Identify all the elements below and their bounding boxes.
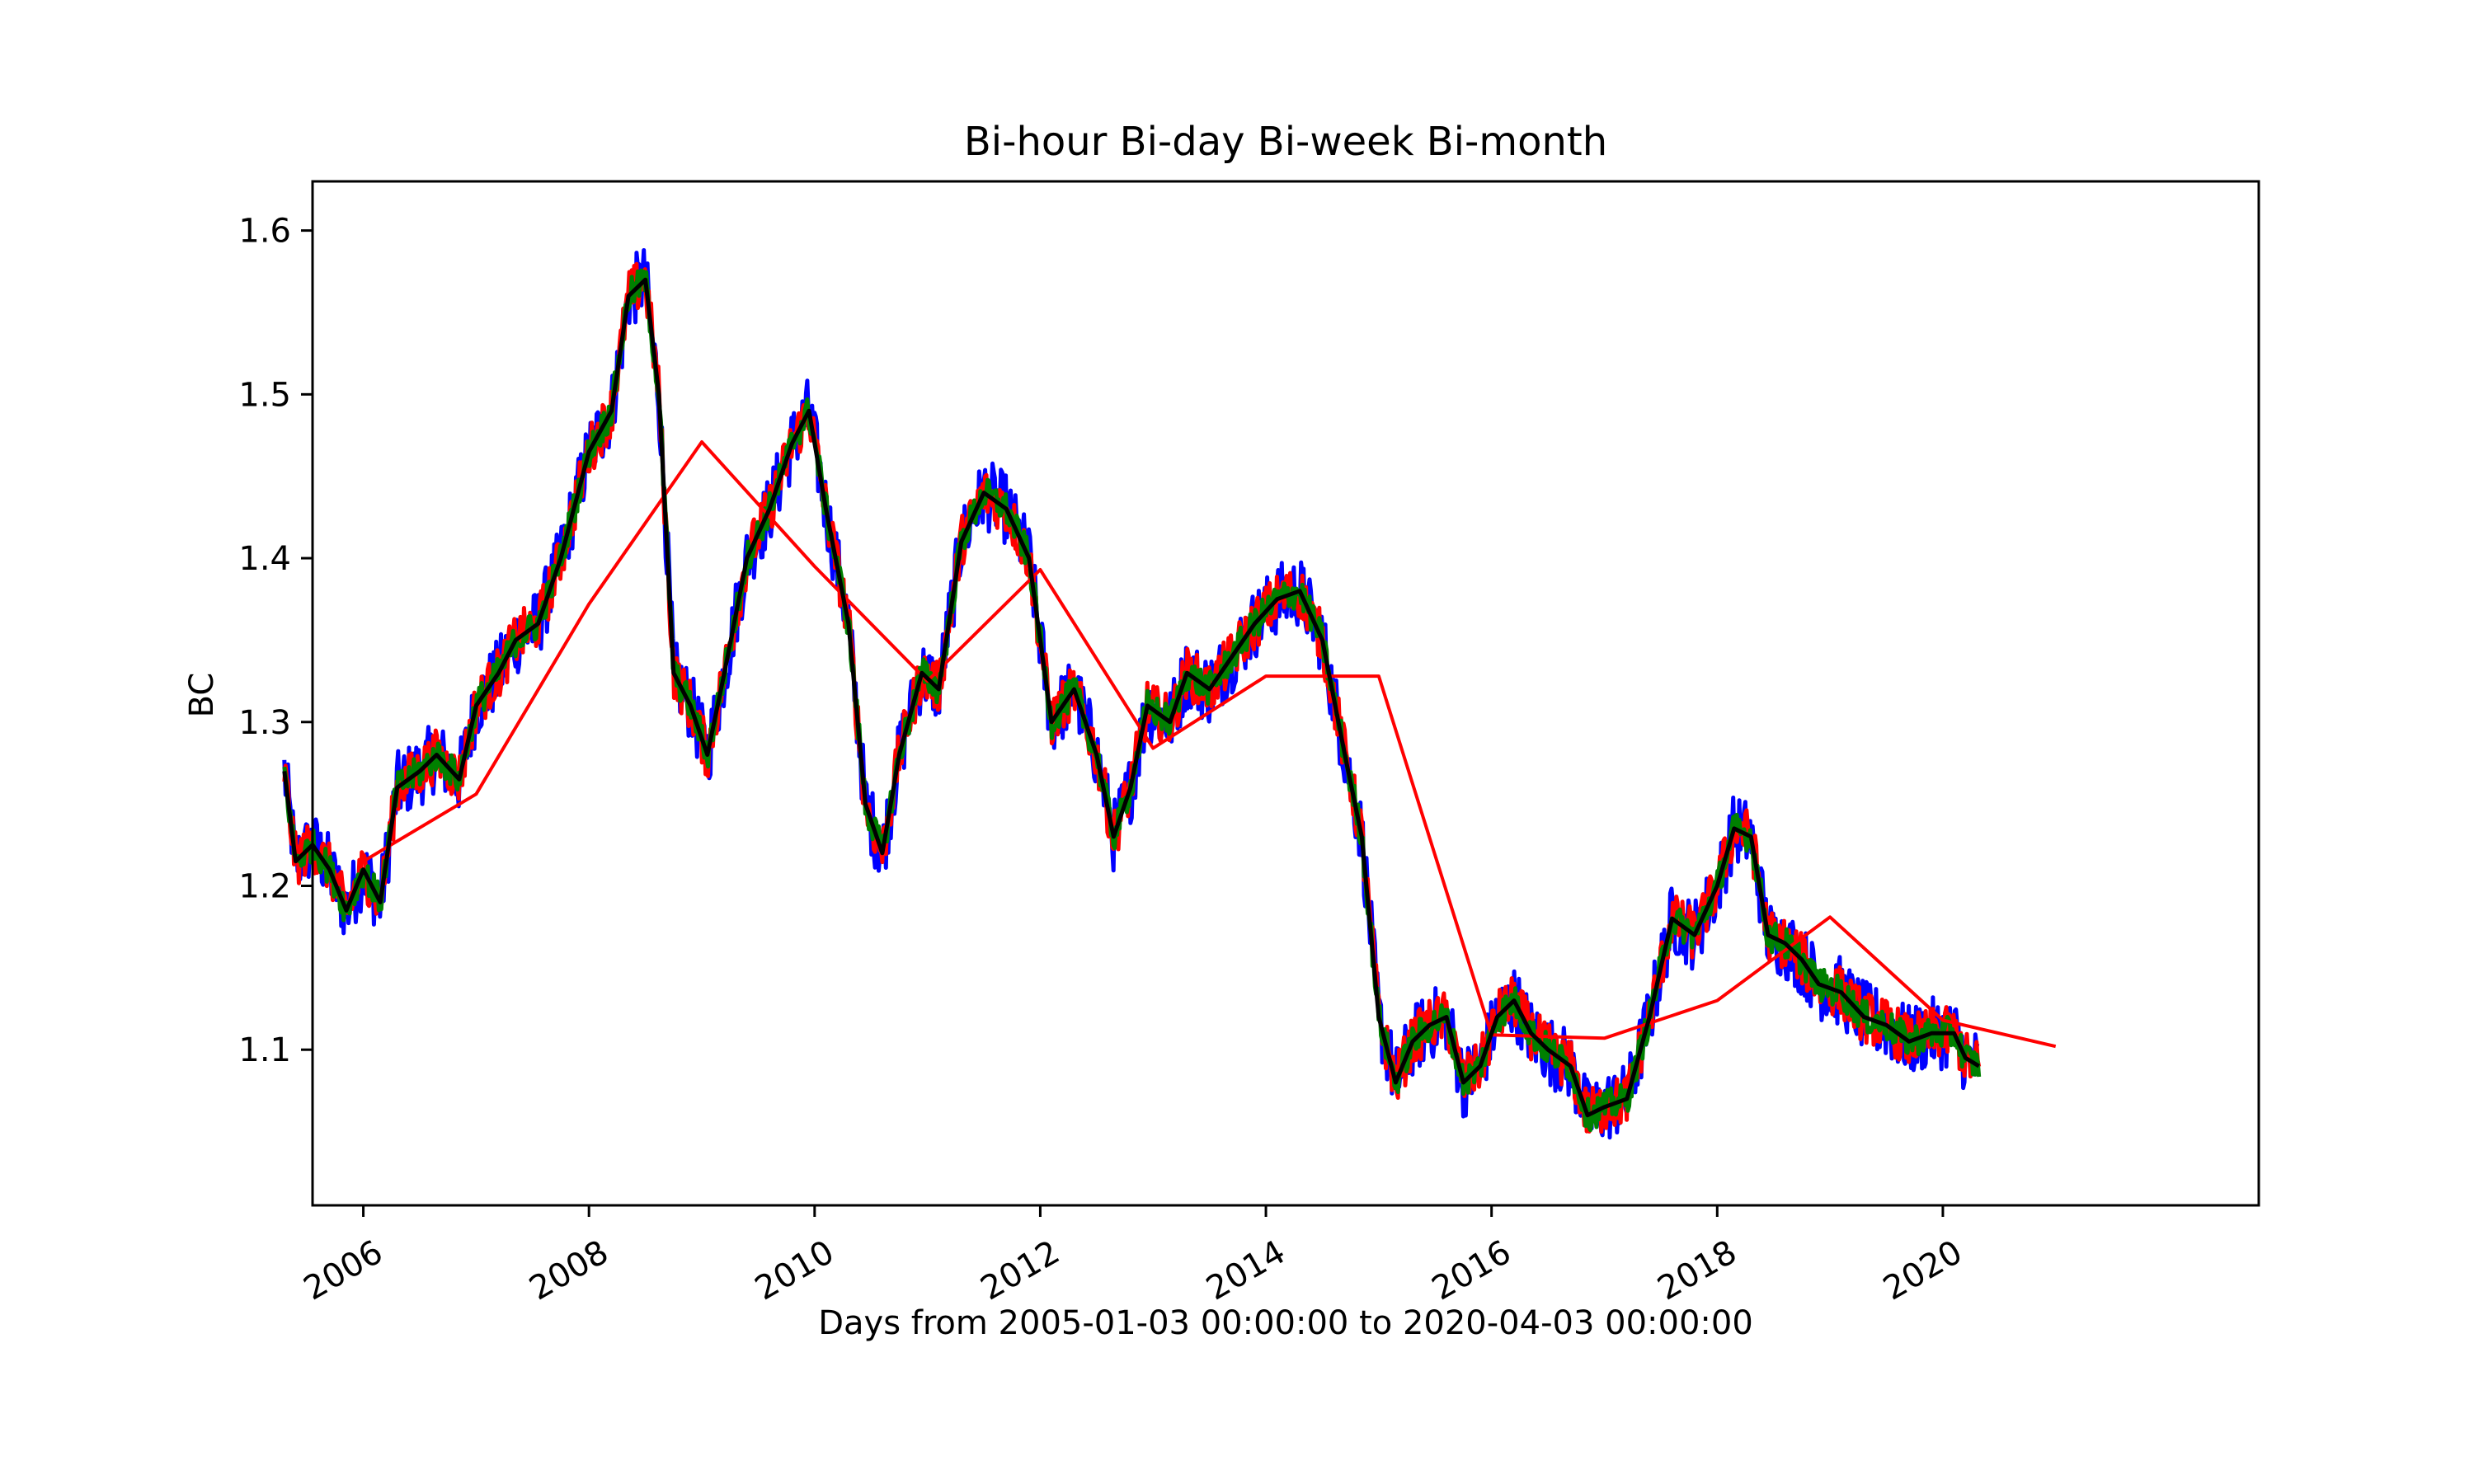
y-axis-label: BC bbox=[183, 673, 221, 718]
y-tick-label: 1.4 bbox=[238, 540, 291, 578]
y-tick-label: 1.1 bbox=[238, 1031, 291, 1069]
black-series-line bbox=[282, 277, 1980, 1118]
chart-title: Bi-hour Bi-day Bi-week Bi-month bbox=[964, 119, 1607, 165]
y-tick-label: 1.6 bbox=[238, 213, 291, 251]
plot-frame bbox=[311, 180, 2260, 1207]
y-tick-label: 1.2 bbox=[238, 867, 291, 905]
x-axis-label: Days from 2005-01-03 00:00:00 to 2020-04… bbox=[818, 1304, 1753, 1342]
y-tick-label: 1.5 bbox=[238, 376, 291, 414]
red-series-line bbox=[362, 440, 2057, 1049]
y-tick-label: 1.3 bbox=[238, 704, 291, 742]
series-layer bbox=[282, 248, 2057, 1140]
